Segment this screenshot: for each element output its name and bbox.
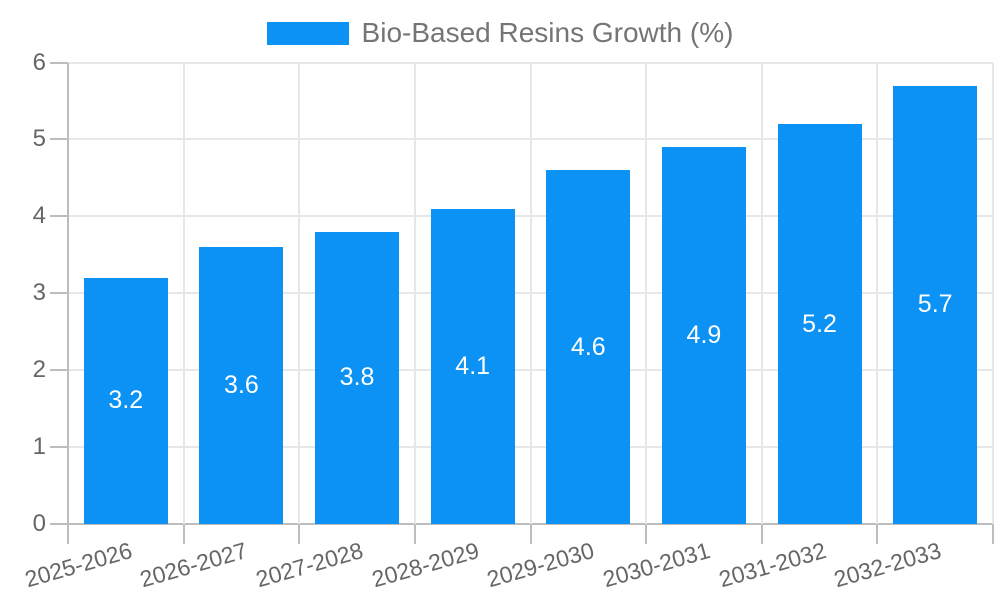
bar-value-label: 4.9 xyxy=(686,321,722,350)
x-boundary-gridline xyxy=(760,62,763,524)
x-tick xyxy=(760,524,763,544)
legend-swatch xyxy=(266,21,349,45)
bar[interactable]: 5.7 xyxy=(893,85,978,524)
y-tick xyxy=(50,138,68,141)
y-tick-label: 1 xyxy=(32,433,46,461)
bar-value-label: 4.6 xyxy=(570,332,606,361)
x-tick-label: 2028-2029 xyxy=(368,537,482,593)
x-tick xyxy=(413,524,416,544)
y-tick xyxy=(50,292,68,295)
x-boundary-gridline xyxy=(182,62,185,524)
y-tick xyxy=(50,61,68,64)
x-tick xyxy=(645,524,648,544)
x-boundary-gridline xyxy=(876,62,879,524)
x-tick xyxy=(529,524,532,544)
bar[interactable]: 5.2 xyxy=(777,124,862,524)
bar-value-label: 4.1 xyxy=(455,351,491,380)
y-tick-label: 0 xyxy=(32,510,46,537)
x-tick-label: 2031-2032 xyxy=(715,537,829,593)
x-boundary-gridline xyxy=(413,62,416,524)
bar-value-label: 3.2 xyxy=(108,386,144,415)
y-tick-label: 6 xyxy=(32,48,46,76)
x-tick-label: 2027-2028 xyxy=(253,537,366,593)
x-tick xyxy=(876,524,879,544)
y-axis-line xyxy=(67,62,69,544)
bar[interactable]: 3.8 xyxy=(315,231,400,524)
y-tick xyxy=(50,446,68,449)
x-boundary-gridline xyxy=(992,62,994,524)
legend-label: Bio-Based Resins Growth (%) xyxy=(361,17,734,48)
x-tick-label: 2032-2033 xyxy=(831,537,945,593)
bar[interactable]: 3.6 xyxy=(199,247,284,524)
bar[interactable]: 3.2 xyxy=(83,277,168,524)
y-tick-label: 3 xyxy=(32,279,46,307)
bar-value-label: 3.6 xyxy=(224,371,259,400)
x-tick-label: 2026-2027 xyxy=(137,537,251,593)
bar-value-label: 5.2 xyxy=(802,309,837,338)
bar-value-label: 5.7 xyxy=(917,290,953,319)
x-tick-label: 2025-2026 xyxy=(21,537,135,593)
bar[interactable]: 4.6 xyxy=(546,170,631,524)
y-tick xyxy=(50,523,68,525)
bar[interactable]: 4.9 xyxy=(661,147,746,524)
y-tick xyxy=(50,215,68,218)
y-tick xyxy=(50,369,68,372)
x-boundary-gridline xyxy=(529,62,532,524)
x-boundary-gridline xyxy=(298,62,301,524)
bar[interactable]: 4.1 xyxy=(430,208,515,524)
legend[interactable]: Bio-Based Resins Growth (%) xyxy=(0,18,1000,48)
y-tick-label: 5 xyxy=(32,125,46,153)
bar-value-label: 3.8 xyxy=(339,363,375,392)
x-boundary-gridline xyxy=(645,62,648,524)
y-tick-label: 2 xyxy=(32,356,46,384)
x-tick xyxy=(298,524,301,544)
x-tick-label: 2029-2030 xyxy=(484,537,598,593)
x-tick-label: 2030-2031 xyxy=(599,537,713,593)
x-tick xyxy=(992,524,994,544)
y-tick-label: 4 xyxy=(32,202,46,230)
x-tick xyxy=(182,524,185,544)
